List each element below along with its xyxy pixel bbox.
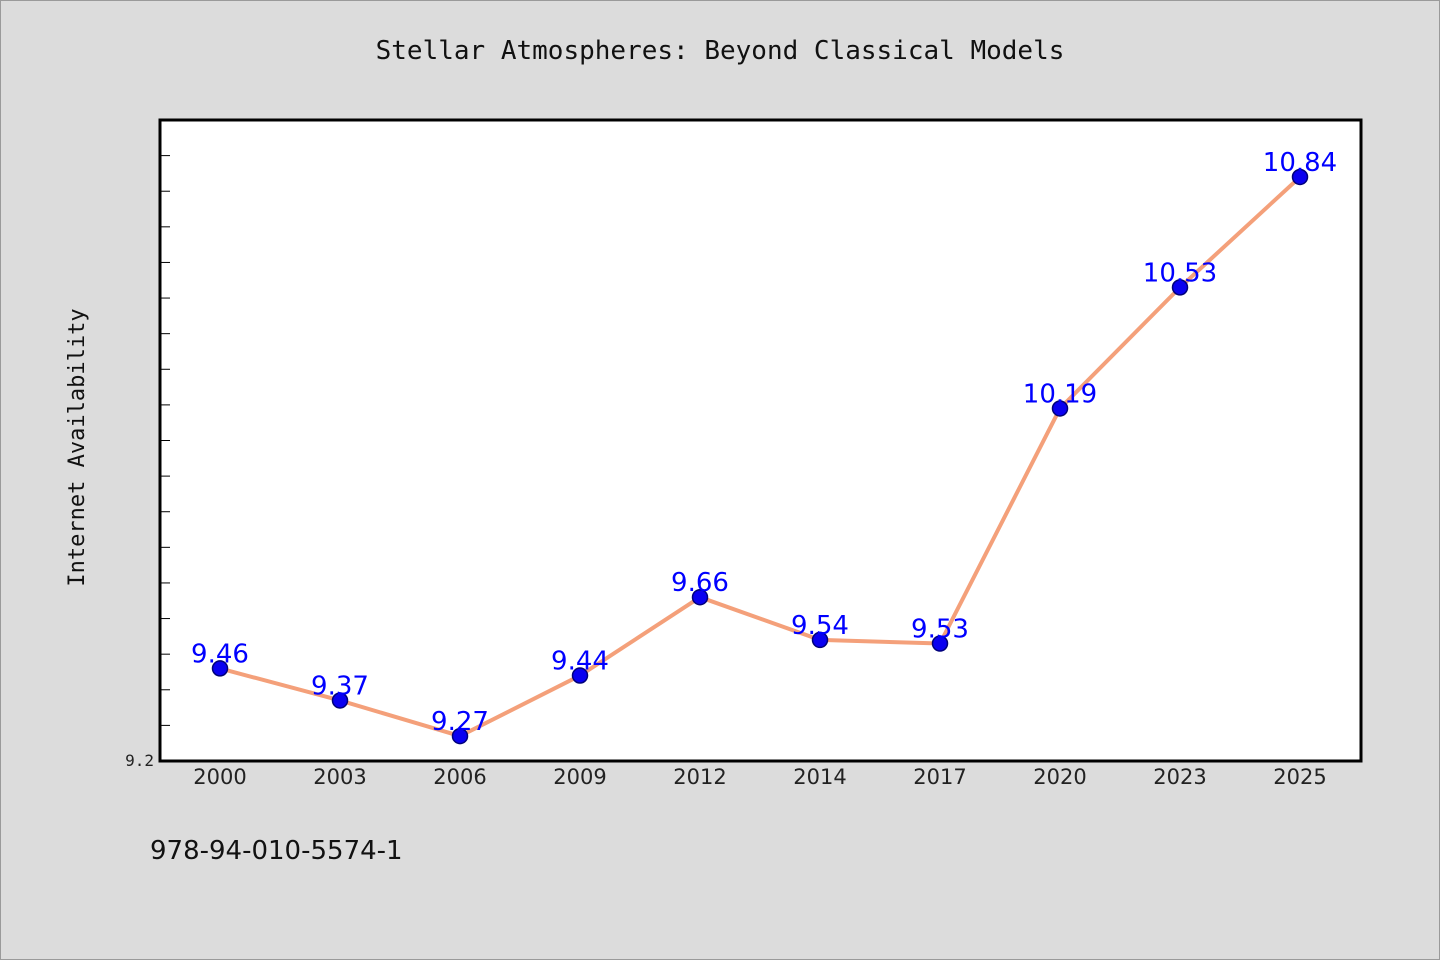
data-label: 10.19 [1023,379,1097,409]
data-label: 10.53 [1143,258,1217,288]
data-label: 9.66 [671,568,729,598]
data-point [211,660,229,677]
x-tick-label: 2025 [1273,765,1326,789]
data-point [811,631,829,649]
x-tick-label: 2000 [193,765,246,789]
x-tick-label: 2020 [1033,765,1086,789]
data-label: 10.84 [1263,148,1337,178]
x-tick-label: 2017 [913,765,966,789]
x-tick-label: 2006 [433,765,486,789]
data-point [331,692,349,709]
data-label: 9.37 [311,671,369,701]
data-label: 9.54 [791,611,849,641]
data-point [691,588,709,606]
y-axis-label: Internet Availability [65,308,90,586]
x-tick-label: 2014 [793,765,846,789]
x-tick-label: 2009 [553,765,606,789]
chart-title: Stellar Atmospheres: Beyond Classical Mo… [375,36,1065,66]
data-point [1051,400,1069,417]
data-point [1291,168,1309,186]
data-point [451,727,469,745]
series-line [218,174,1302,739]
x-tick-label: 2012 [673,765,726,789]
data-label: 9.46 [191,639,249,669]
data-label: 9.44 [551,647,609,677]
data-label: 9.27 [431,707,489,737]
isbn-text: 978-94-010-5574-1 [150,836,403,866]
data-label: 9.53 [911,614,969,644]
plot-area [158,118,1363,763]
data-point [931,635,949,652]
data-point [571,667,589,684]
x-tick-label: 2023 [1153,765,1206,789]
data-point [1171,279,1189,296]
x-tick-label: 2003 [313,765,366,789]
y-tick-label: 9.2 [125,751,154,770]
